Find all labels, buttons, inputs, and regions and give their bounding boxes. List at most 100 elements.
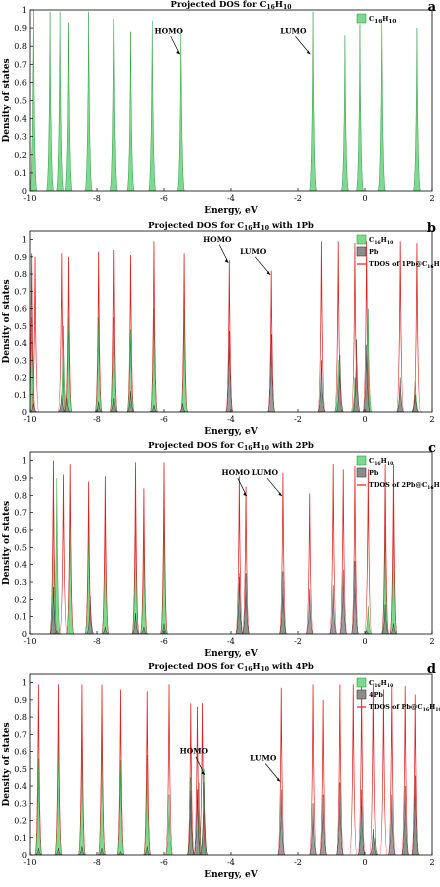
y-tick-label: 0.7 xyxy=(14,60,27,69)
organic-peak xyxy=(165,794,173,855)
y-tick-label: 0.4 xyxy=(14,782,27,791)
tdos-peak xyxy=(278,472,288,634)
organic-peak xyxy=(412,28,421,191)
tdos-peak xyxy=(97,684,107,855)
annotation-label: LUMO xyxy=(250,754,277,763)
tdos-peak xyxy=(116,689,125,855)
y-tick-label: 0.8 xyxy=(14,491,27,500)
tdos-peak xyxy=(54,684,63,855)
y-tick-label: 0.1 xyxy=(14,834,27,843)
y-tick-label: 0.3 xyxy=(14,799,27,808)
tdos-peak xyxy=(159,462,169,634)
y-tick-label: 0.5 xyxy=(14,765,27,774)
tdos-peak xyxy=(389,464,398,634)
x-tick-label: -4 xyxy=(227,858,235,867)
tdos-peak xyxy=(180,253,189,412)
legend-swatch-organic xyxy=(356,234,367,245)
y-tick-label: 1 xyxy=(22,6,27,15)
metal-peak xyxy=(235,576,244,634)
y-axis-label: Density of states xyxy=(2,279,12,363)
metal-peak xyxy=(131,613,140,634)
organic-peak xyxy=(94,317,103,412)
y-tick-label: 0 xyxy=(22,630,27,639)
organic-peak xyxy=(139,529,148,634)
legend-swatch-metal xyxy=(356,689,367,700)
peaks xyxy=(30,241,422,412)
legend-entry: TDOS of Pb@C16H10 xyxy=(369,703,440,713)
metal-peak xyxy=(94,401,103,412)
organic-peak xyxy=(143,755,152,855)
arrow-head xyxy=(243,492,247,497)
tdos-peak xyxy=(235,476,244,634)
tdos-peak xyxy=(308,684,318,855)
tdos-peak xyxy=(334,241,343,412)
tdos-peak xyxy=(349,684,358,855)
tdos-peak xyxy=(101,476,110,634)
tdos-peak xyxy=(94,251,103,412)
metal-peak xyxy=(357,789,366,855)
x-axis-label: Energy, eV xyxy=(204,870,259,880)
x-axis-label: Energy, eV xyxy=(204,206,259,216)
y-tick-label: 0.2 xyxy=(14,374,27,383)
y-axis-label: Density of states xyxy=(2,501,12,585)
x-tick-label: -10 xyxy=(24,194,37,203)
legend-entry: TDOS of 2Pb@C16H10 xyxy=(369,481,440,491)
y-tick-label: 0.1 xyxy=(14,613,27,622)
metal-peak xyxy=(160,623,168,634)
y-tick-label: 0.1 xyxy=(14,391,27,400)
peaks xyxy=(49,460,398,634)
y-tick-label: 0.1 xyxy=(14,169,27,178)
metal-peak xyxy=(339,569,348,634)
organic-peak xyxy=(109,317,118,412)
x-tick-label: 2 xyxy=(429,858,434,867)
tdos-peak xyxy=(241,486,251,634)
tdos-peak xyxy=(59,474,68,634)
metal-peak xyxy=(381,604,389,634)
x-tick-label: -8 xyxy=(93,415,101,424)
x-tick-label: -2 xyxy=(294,858,302,867)
tdos-peak xyxy=(379,689,388,855)
tdos-peak xyxy=(30,256,40,412)
x-tick-label: -2 xyxy=(294,194,302,203)
metal-peak xyxy=(351,561,359,634)
arrow-head xyxy=(276,777,281,782)
tdos-peak xyxy=(369,684,378,855)
tdos-peak xyxy=(193,706,202,855)
metal-peak xyxy=(317,360,326,412)
tdos-peak xyxy=(350,243,360,412)
y-tick-label: 0.3 xyxy=(14,133,27,142)
metal-peak xyxy=(362,344,371,412)
legend-entry: C16H10 xyxy=(369,457,394,467)
organic-peak xyxy=(381,524,390,634)
x-tick-label: -10 xyxy=(24,415,37,424)
legend-entry: C16H10 xyxy=(369,679,394,689)
tdos-peak xyxy=(143,691,152,855)
metal-peak xyxy=(193,789,202,855)
organic-peak xyxy=(46,11,55,191)
tdos-peak xyxy=(317,241,326,412)
annotation-label: HOMO xyxy=(180,747,209,756)
organic-peak xyxy=(126,329,135,412)
tdos-peak xyxy=(350,465,360,634)
metal-peak xyxy=(305,588,314,634)
dos-panel-a: 0 0.1 0.2 0.3 0.4 0.5 0.6 0.7 0.8 0.9 1 -10 -8 -6 -4 -2… xyxy=(2,0,437,216)
legend-entry: 4Pb xyxy=(369,691,383,699)
metal-peak xyxy=(396,377,405,412)
x-axis-label: Energy, eV xyxy=(204,427,259,437)
y-tick-label: 0.6 xyxy=(14,78,27,87)
organic-peak xyxy=(309,11,318,191)
panel-title: Projected DOS for C16H10 with 2Pb xyxy=(148,441,314,452)
y-tick-label: 0.6 xyxy=(14,748,27,757)
legend-swatch-organic xyxy=(356,13,367,24)
organic-peak xyxy=(150,308,158,412)
legend: C16H10 4Pb TDOS of Pb@C16H10 xyxy=(356,677,440,713)
metal-peak xyxy=(63,398,71,412)
y-tick-label: 0 xyxy=(22,187,27,196)
y-tick-label: 0 xyxy=(22,851,27,860)
legend-entry: Pb xyxy=(369,469,379,477)
y-tick-label: 1 xyxy=(22,457,27,466)
metal-peak xyxy=(411,775,420,855)
arrow-head xyxy=(306,50,311,55)
arrow-head xyxy=(278,492,282,497)
y-tick-label: 0.9 xyxy=(14,253,27,262)
